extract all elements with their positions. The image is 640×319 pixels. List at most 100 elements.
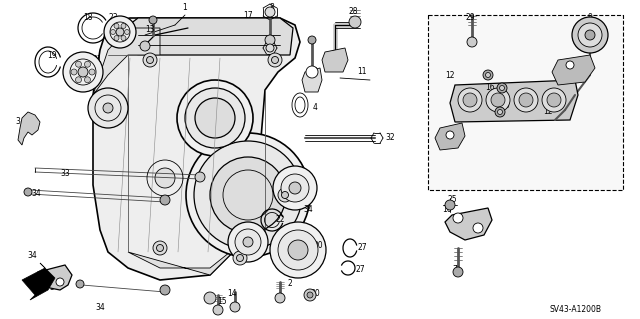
- Text: 8: 8: [269, 4, 275, 12]
- Circle shape: [349, 16, 361, 28]
- Circle shape: [116, 28, 124, 36]
- Circle shape: [125, 29, 129, 34]
- Circle shape: [121, 23, 126, 28]
- Circle shape: [147, 56, 154, 63]
- Circle shape: [486, 72, 490, 78]
- Text: 19: 19: [47, 50, 57, 60]
- Circle shape: [228, 222, 268, 262]
- Text: 3: 3: [15, 117, 20, 127]
- Circle shape: [194, 141, 302, 249]
- Circle shape: [491, 93, 505, 107]
- Circle shape: [467, 37, 477, 47]
- Circle shape: [143, 53, 157, 67]
- Circle shape: [160, 195, 170, 205]
- Circle shape: [281, 174, 309, 202]
- Circle shape: [282, 191, 289, 198]
- Polygon shape: [435, 123, 465, 150]
- Circle shape: [121, 35, 126, 41]
- Text: 12: 12: [543, 108, 553, 116]
- Circle shape: [233, 251, 247, 265]
- Text: 34: 34: [303, 205, 313, 214]
- Circle shape: [278, 188, 292, 202]
- Circle shape: [268, 53, 282, 67]
- Circle shape: [288, 240, 308, 260]
- Circle shape: [111, 29, 115, 34]
- Circle shape: [104, 16, 136, 48]
- Text: 24: 24: [243, 234, 253, 242]
- Text: 12: 12: [445, 70, 455, 79]
- Text: 21: 21: [92, 56, 102, 64]
- Circle shape: [473, 223, 483, 233]
- Circle shape: [497, 83, 507, 93]
- Circle shape: [499, 85, 504, 91]
- Polygon shape: [128, 210, 255, 275]
- Text: 28: 28: [348, 8, 358, 17]
- Text: 16: 16: [485, 84, 495, 93]
- Circle shape: [486, 88, 510, 112]
- Circle shape: [210, 157, 286, 233]
- Circle shape: [275, 293, 285, 303]
- Text: 23: 23: [108, 13, 118, 23]
- Circle shape: [273, 166, 317, 210]
- Circle shape: [24, 188, 32, 196]
- Circle shape: [114, 23, 119, 28]
- Polygon shape: [302, 68, 322, 92]
- Circle shape: [89, 69, 95, 75]
- Circle shape: [76, 61, 81, 67]
- Circle shape: [78, 67, 88, 77]
- Circle shape: [177, 80, 253, 156]
- Polygon shape: [18, 112, 40, 145]
- Circle shape: [585, 30, 595, 40]
- Text: 30: 30: [310, 288, 320, 298]
- Text: 2: 2: [287, 278, 292, 287]
- Circle shape: [572, 17, 608, 53]
- Circle shape: [458, 88, 482, 112]
- Circle shape: [63, 52, 103, 92]
- Circle shape: [114, 35, 119, 41]
- Text: 25: 25: [447, 196, 457, 204]
- Text: 22: 22: [275, 216, 285, 225]
- Circle shape: [304, 289, 316, 301]
- Circle shape: [542, 88, 566, 112]
- Circle shape: [514, 88, 538, 112]
- Circle shape: [195, 98, 235, 138]
- Circle shape: [271, 56, 278, 63]
- Circle shape: [84, 77, 90, 83]
- Text: 34: 34: [95, 303, 105, 313]
- Text: 13: 13: [145, 26, 155, 34]
- Polygon shape: [445, 208, 492, 240]
- Text: 20: 20: [313, 241, 323, 249]
- Text: 29: 29: [465, 13, 475, 23]
- Circle shape: [497, 109, 502, 115]
- Polygon shape: [93, 18, 300, 280]
- Text: 33: 33: [60, 168, 70, 177]
- Polygon shape: [552, 55, 595, 85]
- Text: 18: 18: [83, 13, 93, 23]
- Circle shape: [56, 278, 64, 286]
- Text: 5: 5: [49, 283, 54, 292]
- Bar: [428, 15, 623, 190]
- Text: 17: 17: [243, 11, 253, 19]
- Circle shape: [76, 280, 84, 288]
- Text: 16: 16: [500, 100, 510, 109]
- Polygon shape: [36, 265, 72, 290]
- Circle shape: [235, 229, 261, 255]
- Text: 9: 9: [588, 13, 593, 23]
- Circle shape: [278, 230, 318, 270]
- Circle shape: [306, 66, 318, 78]
- Polygon shape: [450, 80, 578, 122]
- Circle shape: [157, 244, 163, 251]
- Circle shape: [308, 36, 316, 44]
- Circle shape: [153, 241, 167, 255]
- Circle shape: [266, 44, 274, 52]
- Circle shape: [195, 172, 205, 182]
- Circle shape: [519, 93, 533, 107]
- Circle shape: [243, 237, 253, 247]
- Circle shape: [71, 69, 77, 75]
- Circle shape: [84, 61, 90, 67]
- Polygon shape: [322, 48, 348, 72]
- Circle shape: [140, 41, 150, 51]
- Text: 27: 27: [355, 265, 365, 275]
- Text: 27: 27: [357, 243, 367, 253]
- Circle shape: [446, 131, 454, 139]
